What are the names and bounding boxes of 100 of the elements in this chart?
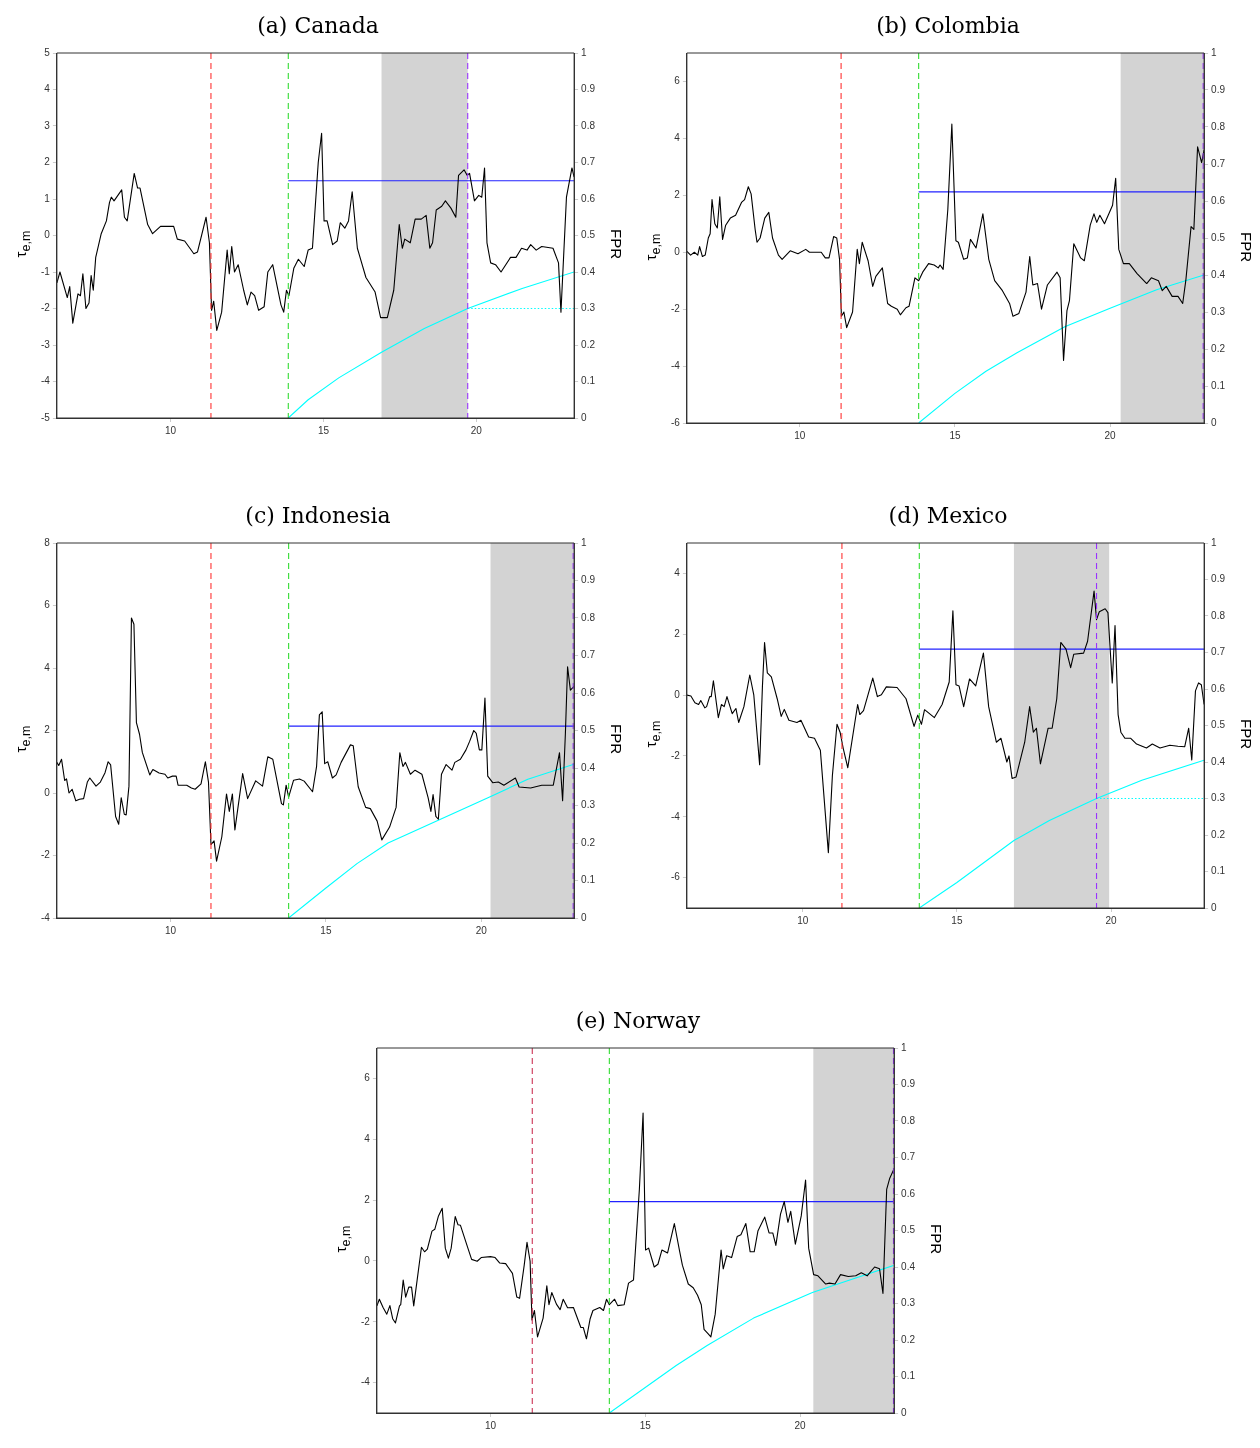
y-tick-label: 2 [364, 1193, 371, 1205]
y2-tick-label: 1 [901, 1041, 908, 1053]
y2-tick-label: 0.2 [581, 338, 596, 350]
y-tick-label: 0 [44, 229, 51, 241]
y2-tick-label: 0.8 [1211, 120, 1226, 132]
y2-tick-label: 0.3 [1211, 792, 1226, 804]
y2-tick-label: 0.5 [581, 724, 596, 736]
y2-tick-label: 0.8 [581, 119, 596, 131]
x-tick-label: 10 [165, 924, 177, 936]
y2-tick-label: 0.2 [901, 1333, 916, 1345]
y2-tick-label: 0.7 [1211, 646, 1226, 658]
y-tick-label: -2 [40, 302, 51, 314]
y-tick-label: 4 [674, 132, 681, 144]
y2-tick-label: 0 [581, 411, 588, 423]
x-tick-label: 20 [475, 924, 488, 936]
y2-tick-label: 0.8 [1211, 609, 1226, 621]
x-tick-label: 15 [951, 914, 963, 926]
y-tick-label: 8 [44, 536, 51, 548]
y-tick-label: 2 [44, 724, 51, 736]
y2-tick-label: 0.9 [1211, 573, 1226, 585]
y2-tick-label: 0.4 [1211, 755, 1226, 767]
x-tick-label: 20 [1105, 914, 1118, 926]
y-tick-label: 0 [364, 1254, 371, 1266]
x-tick-label: 10 [484, 1419, 497, 1431]
y-tick-label: -2 [670, 749, 681, 761]
y-tick-label: -4 [670, 359, 681, 371]
y2-tick-label: 0 [901, 1406, 908, 1418]
y2-tick-label: 0.6 [1211, 194, 1226, 206]
x-tick-label: 10 [794, 429, 806, 441]
y-tick-label: 5 [44, 46, 51, 58]
y2-axis-title: FPR [1237, 719, 1255, 749]
y-tick-label: 4 [364, 1133, 371, 1144]
y-tick-label: 2 [44, 156, 51, 168]
y2-tick-label: 0.2 [1211, 342, 1226, 354]
y2-tick-label: 0.4 [581, 265, 596, 277]
y2-tick-label: 0.9 [581, 574, 596, 586]
x-tick-label: 10 [797, 914, 809, 926]
y2-tick-label: 0.5 [1211, 231, 1226, 243]
y-tick-label: -6 [670, 871, 681, 883]
chart-title: (b) Colombia [875, 12, 1021, 40]
chart-title: (d) Mexico [887, 502, 1009, 530]
y-tick-label: 4 [44, 83, 51, 95]
y2-tick-label: 1 [1211, 536, 1218, 548]
y2-tick-label: 0.1 [1211, 379, 1226, 391]
y2-tick-label: 0.8 [581, 611, 596, 623]
y-tick-label: 2 [674, 628, 681, 639]
y2-tick-label: 0.1 [1211, 865, 1226, 877]
y2-tick-label: 0.7 [581, 156, 596, 168]
y2-tick-label: 0.6 [1211, 682, 1226, 694]
y2-tick-label: 0.3 [901, 1297, 916, 1309]
x-tick-label: 20 [1104, 429, 1117, 441]
y-tick-label: -2 [40, 849, 51, 861]
x-tick-label: 20 [794, 1419, 806, 1431]
y2-tick-label: 0.6 [901, 1187, 916, 1199]
y-tick-label: 0 [674, 688, 681, 700]
y2-tick-label: 0 [1211, 901, 1218, 913]
y2-axis-title: FPR [607, 724, 625, 754]
chart-title: (e) Norway [574, 1007, 702, 1035]
y-tick-label: 1 [44, 192, 51, 204]
x-tick-label: 15 [317, 424, 330, 436]
y-tick-label: -4 [40, 375, 51, 387]
y2-tick-label: 0.9 [1211, 83, 1226, 95]
x-tick-label: 15 [320, 924, 332, 936]
y2-tick-label: 0.4 [581, 761, 596, 773]
x-tick-label: 20 [470, 424, 483, 436]
y2-tick-label: 0.6 [581, 686, 596, 698]
y-tick-label: -4 [670, 810, 681, 822]
y2-tick-label: 0 [1211, 416, 1218, 428]
y-tick-label: -2 [360, 1315, 371, 1327]
y2-tick-label: 0.1 [581, 375, 596, 387]
y-tick-label: 6 [44, 599, 51, 611]
y2-tick-label: 0.8 [901, 1114, 916, 1126]
y-tick-label: -6 [670, 416, 681, 428]
y-tick-label: -1 [40, 265, 51, 277]
x-tick-label: 15 [949, 429, 961, 441]
y2-tick-label: 0.7 [901, 1151, 916, 1163]
y2-tick-label: 0.2 [1211, 828, 1226, 840]
y2-tick-label: 0.5 [1211, 719, 1226, 731]
y2-tick-label: 0.5 [581, 229, 596, 241]
y-tick-label: 6 [364, 1072, 371, 1084]
y-tick-label: 4 [674, 567, 681, 579]
y-tick-label: -3 [40, 338, 51, 350]
y2-axis-title: FPR [1237, 231, 1255, 262]
y-tick-label: -4 [360, 1376, 371, 1388]
y2-tick-label: 0.4 [901, 1260, 916, 1272]
y2-axis-title: FPR [927, 1224, 945, 1254]
y2-tick-label: 0.1 [581, 874, 596, 886]
y2-tick-label: 0.3 [581, 302, 596, 314]
y-tick-label: -2 [670, 302, 681, 314]
y2-tick-label: 0.4 [1211, 268, 1226, 280]
y-tick-label: 6 [674, 75, 681, 87]
y2-tick-label: 1 [581, 46, 588, 58]
y2-tick-label: 0.7 [1211, 157, 1226, 169]
y-tick-label: -5 [40, 411, 51, 423]
y2-tick-label: 0 [581, 911, 588, 923]
y2-tick-label: 1 [1211, 46, 1218, 58]
y-tick-label: 4 [44, 661, 51, 673]
y-tick-label: -4 [40, 911, 51, 923]
x-tick-label: 10 [165, 424, 177, 436]
y2-tick-label: 0.9 [901, 1078, 916, 1090]
